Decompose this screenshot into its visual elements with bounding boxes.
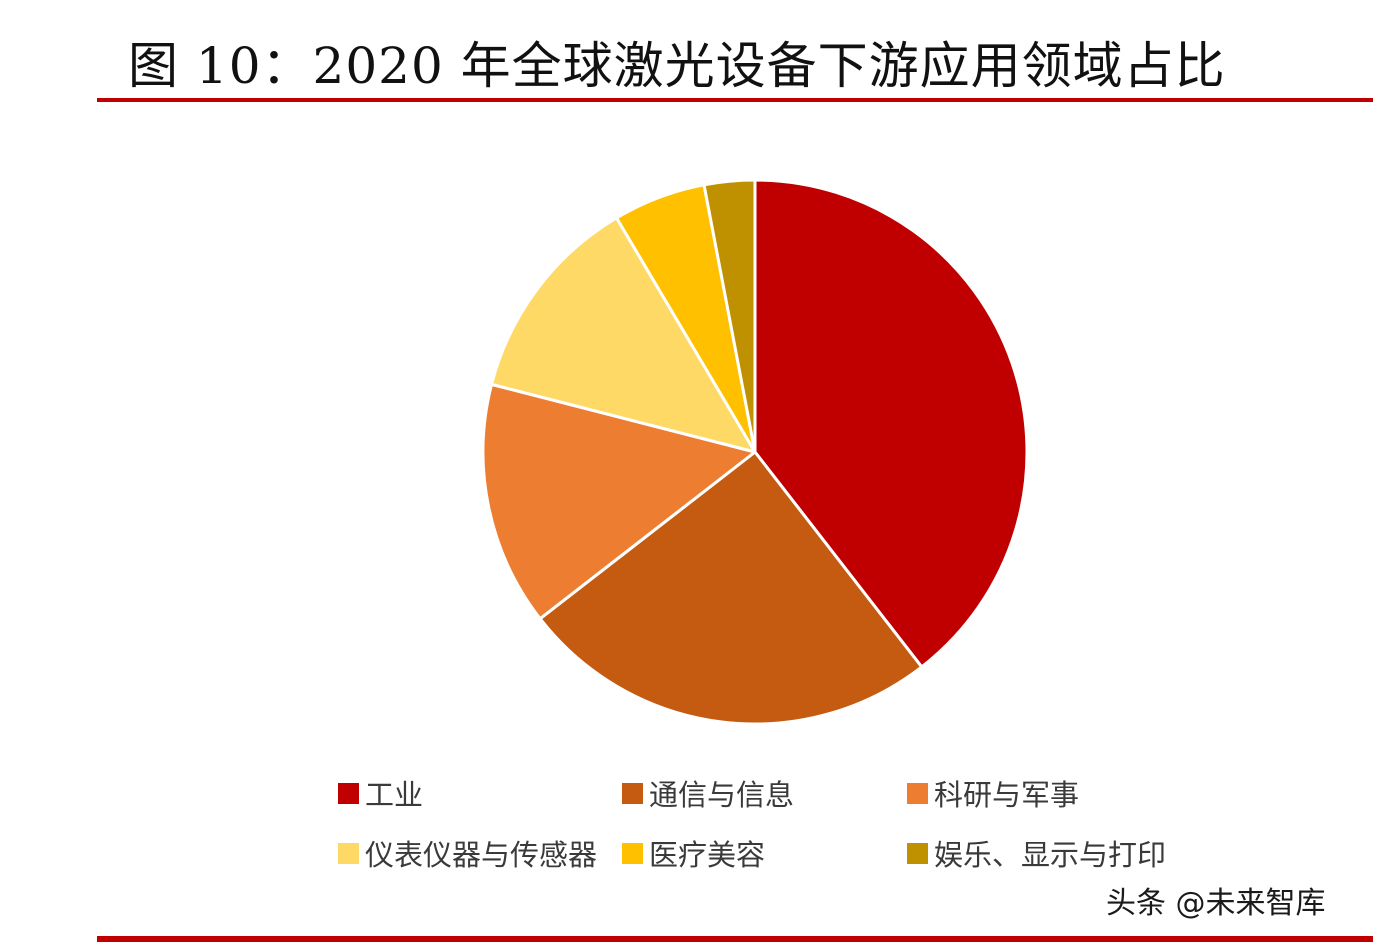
- pie-slice-5: [702, 178, 757, 454]
- legend-swatch: [622, 782, 643, 804]
- legend-label: 通信与信息: [649, 778, 795, 812]
- legend-item-entertainment-display-printing: 娱乐、显示与打印: [907, 832, 1166, 874]
- bottom-rule: [97, 936, 1373, 942]
- legend-swatch: [907, 782, 928, 804]
- legend-swatch: [338, 782, 359, 804]
- legend-item-instruments-sensors: 仪表仪器与传感器: [338, 832, 597, 874]
- legend-swatch: [907, 842, 928, 864]
- legend-label: 医疗美容: [649, 838, 766, 872]
- pie-slice-0: [753, 178, 1029, 669]
- chart-title: 图 10：2020 年全球激光设备下游应用领域占比: [128, 37, 1226, 95]
- title-underline: [97, 98, 1373, 102]
- legend-label: 娱乐、显示与打印: [934, 838, 1167, 872]
- legend-label: 科研与军事: [934, 778, 1080, 812]
- pie-slice-1: [538, 450, 924, 726]
- legend-item-research-military: 科研与军事: [907, 772, 1079, 814]
- legend-label: 工业: [365, 778, 424, 812]
- legend-swatch: [338, 842, 359, 864]
- legend-item-communication: 通信与信息: [622, 772, 794, 814]
- legend-item-medical-beauty: 医疗美容: [622, 832, 765, 874]
- watermark: 头条 @未来智库: [1106, 886, 1326, 921]
- legend-label: 仪表仪器与传感器: [365, 838, 598, 872]
- legend-swatch: [622, 842, 643, 864]
- pie-slice-3: [490, 216, 757, 454]
- pie-slice-2: [481, 382, 757, 621]
- legend-item-industry: 工业: [338, 772, 423, 814]
